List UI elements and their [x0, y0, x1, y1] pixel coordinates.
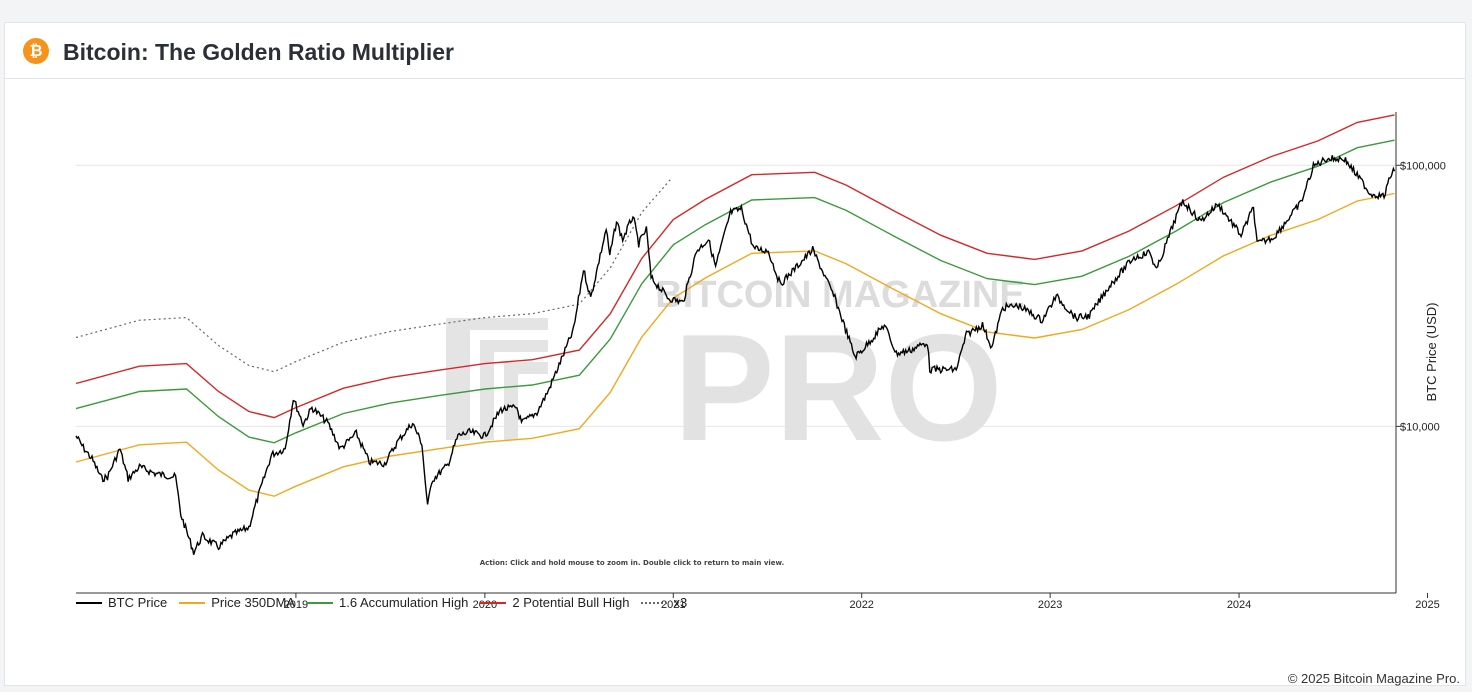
legend-label: Price 350DMA [211, 595, 296, 610]
bitcoin-logo-icon: ₿ [23, 38, 49, 64]
chart-legend: BTC Price Price 350DMA 1.6 Accumulation Hi… [76, 595, 687, 610]
watermark-line1: BITCOIN MAGAZINE [655, 274, 1024, 316]
legend-swatch-icon [76, 601, 102, 604]
series-line-btc [75, 155, 1396, 555]
legend-label: 2 Potential Bull High [512, 595, 630, 610]
watermark-emblem-icon [446, 318, 548, 440]
legend-item-bull[interactable]: 2 Potential Bull High [480, 595, 629, 610]
x-tick-label: 2023 [1038, 599, 1062, 611]
series-line-x3 [75, 179, 671, 373]
x-tick-label: 2019 [284, 599, 308, 611]
legend-swatch-icon [179, 601, 206, 604]
action-hint: Action: Click and hold mouse to zoom in.… [480, 559, 784, 567]
legend-swatch-icon [641, 601, 668, 604]
legend-item-acc[interactable]: 1.6 Accumulation High [307, 595, 468, 610]
watermark: BITCOIN MAGAZINE PRO [446, 274, 1025, 473]
series-line-dma [75, 192, 1395, 497]
legend-item-btc[interactable]: BTC Price [76, 595, 167, 610]
watermark-line2: PRO [673, 303, 1002, 473]
y-tick-label: $100,000 [1400, 160, 1446, 172]
chart-card: ₿ Bitcoin: The Golden Ratio Multiplier [4, 22, 1466, 686]
x-tick-label: 2025 [1415, 599, 1439, 611]
series-lines [75, 114, 1396, 555]
gridlines [76, 164, 1396, 427]
copyright-notice: © 2025 Bitcoin Magazine Pro. [1287, 671, 1460, 686]
legend-item-dma[interactable]: Price 350DMA [179, 595, 295, 610]
y-axis-label: BTC Price (USD) [1424, 303, 1439, 402]
chart-header: ₿ Bitcoin: The Golden Ratio Multiplier [5, 23, 1465, 79]
series-line-bull [75, 114, 1395, 419]
legend-swatch-icon [307, 601, 334, 604]
x-tick-label: 2022 [849, 599, 873, 611]
series-line-acc [75, 139, 1395, 444]
chart-title: Bitcoin: The Golden Ratio Multiplier [63, 39, 454, 65]
legend-label: x3 [673, 595, 688, 610]
legend-swatch-icon [480, 601, 507, 604]
x-tick-label: 2024 [1227, 599, 1251, 611]
legend-item-x3[interactable]: x3 [641, 595, 687, 610]
legend-label: BTC Price [108, 595, 168, 610]
legend-label: 1.6 Accumulation High [339, 595, 469, 610]
y-tick-label: $10,000 [1400, 421, 1440, 433]
